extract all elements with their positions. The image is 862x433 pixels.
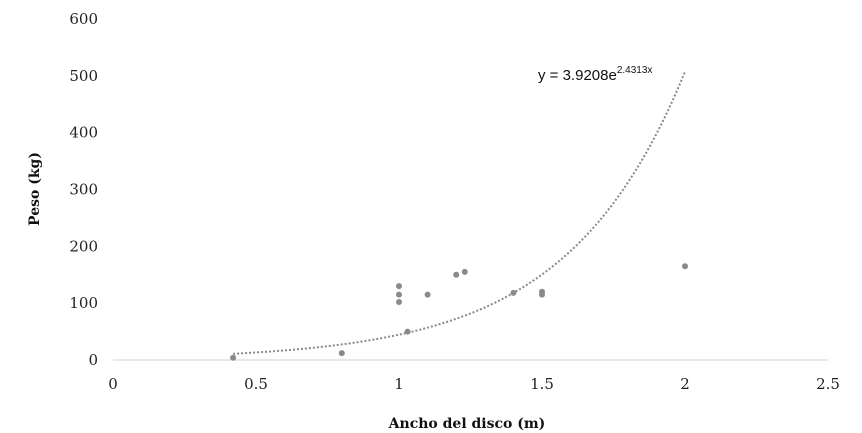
data-point [510, 289, 517, 296]
data-point [461, 268, 468, 275]
y-axis-title: Peso (kg) [27, 152, 43, 226]
y-tick-label: 100 [69, 294, 98, 312]
data-point [396, 291, 402, 298]
x-tick-label: 1 [394, 375, 404, 393]
x-tick-label: 0.5 [244, 375, 268, 393]
data-point [453, 271, 460, 278]
x-tick-labels: 0 0.5 1 1.5 2 2.5 [108, 375, 840, 393]
y-tick-label: 600 [69, 10, 98, 28]
x-tick-label: 2 [680, 375, 690, 393]
x-axis-title: Ancho del disco (m) [388, 416, 546, 432]
data-point [396, 299, 402, 306]
y-tick-label: 200 [69, 237, 98, 255]
y-tick-label: 0 [88, 351, 98, 369]
data-point [424, 291, 431, 298]
x-tick-label: 1.5 [530, 375, 554, 393]
y-tick-label: 400 [69, 124, 98, 142]
y-tick-label: 500 [69, 67, 98, 85]
y-tick-label: 300 [69, 181, 98, 199]
x-tick-label: 2.5 [816, 375, 840, 393]
data-point [338, 350, 345, 357]
y-tick-labels: 0 100 200 300 400 500 600 [69, 10, 98, 369]
trendline-equation: y = 3.9208e2.4313x [538, 65, 652, 84]
data-point [682, 263, 688, 270]
data-point [396, 283, 402, 290]
equation-exponent: 2.4313x [617, 65, 653, 76]
x-tick-label: 0 [108, 375, 118, 393]
equation-base: y = 3.9208e [538, 67, 617, 84]
data-point [539, 288, 545, 295]
data-point [230, 354, 237, 361]
data-points [230, 263, 688, 361]
data-point [404, 328, 411, 335]
exponential-trendline [233, 71, 686, 355]
